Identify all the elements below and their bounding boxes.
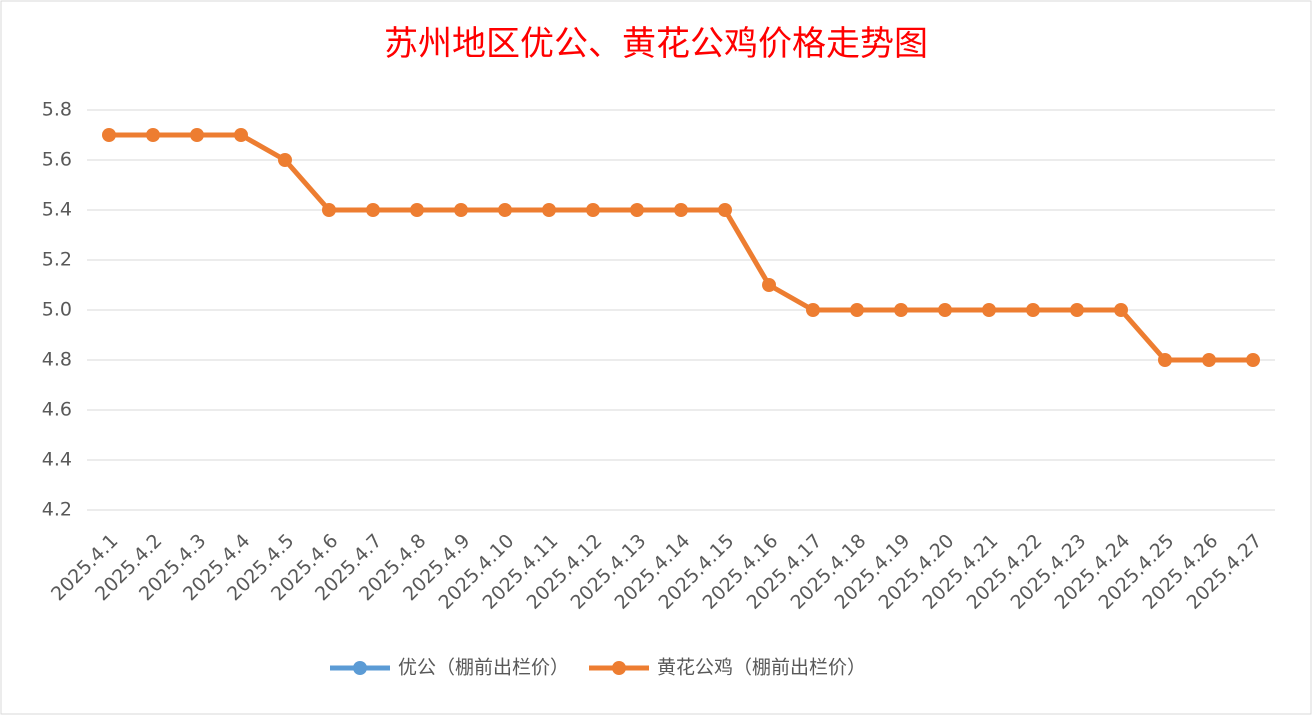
y-tick-label: 5.4 xyxy=(42,199,72,221)
data-point xyxy=(630,203,644,217)
y-tick-label: 4.6 xyxy=(42,399,72,421)
data-point xyxy=(102,128,116,142)
data-point xyxy=(234,128,248,142)
chart-title: 苏州地区优公、黄花公鸡价格走势图 xyxy=(384,24,928,64)
data-point xyxy=(982,303,996,317)
legend-label: 黄花公鸡（棚前出栏价） xyxy=(657,657,866,679)
data-point xyxy=(762,278,776,292)
legend-marker xyxy=(353,661,367,675)
data-point xyxy=(1202,353,1216,367)
y-tick-label: 4.4 xyxy=(42,449,72,471)
data-point xyxy=(1246,353,1260,367)
legend: 优公（棚前出栏价） 黄花公鸡（棚前出栏价） xyxy=(330,657,866,679)
data-point xyxy=(542,203,556,217)
data-point xyxy=(1026,303,1040,317)
data-point xyxy=(806,303,820,317)
data-point xyxy=(1158,353,1172,367)
legend-marker xyxy=(612,661,627,675)
data-point xyxy=(1070,303,1084,317)
data-point xyxy=(938,303,952,317)
data-point xyxy=(410,203,424,217)
data-point xyxy=(718,203,732,217)
data-point xyxy=(322,203,336,217)
data-point xyxy=(454,203,468,217)
legend-label: 优公（棚前出栏价） xyxy=(398,657,569,679)
data-point xyxy=(850,303,864,317)
data-point xyxy=(586,203,600,217)
y-tick-label: 5.8 xyxy=(42,99,72,121)
data-point xyxy=(366,203,380,217)
data-point xyxy=(1114,303,1128,317)
y-tick-label: 5.6 xyxy=(42,149,72,171)
data-point xyxy=(146,128,160,142)
y-tick-label: 4.2 xyxy=(42,499,72,521)
y-tick-label: 4.8 xyxy=(42,349,72,371)
y-tick-label: 5.0 xyxy=(42,299,72,321)
data-point xyxy=(190,128,204,142)
data-point xyxy=(674,203,688,217)
data-point xyxy=(278,153,292,167)
data-point xyxy=(894,303,908,317)
y-tick-label: 5.2 xyxy=(42,249,72,271)
data-point xyxy=(498,203,512,217)
